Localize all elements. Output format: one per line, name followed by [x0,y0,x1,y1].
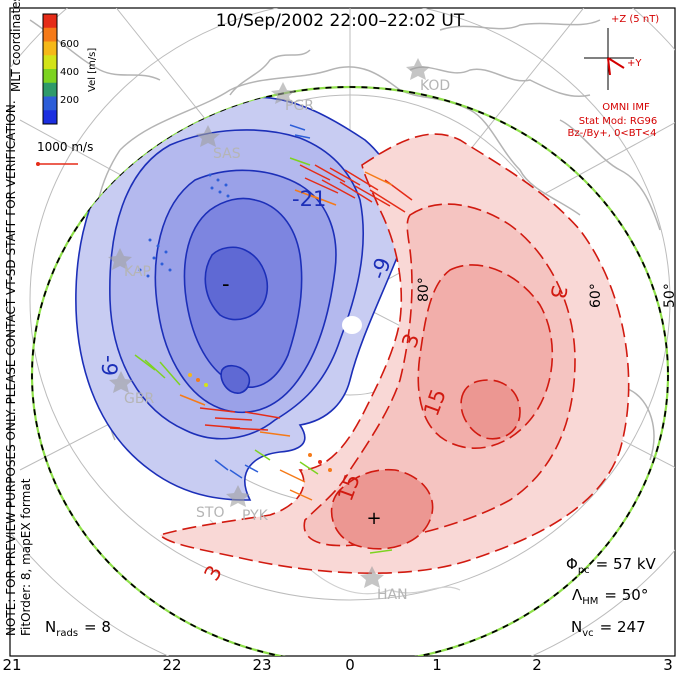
colorbar-segment [43,96,57,111]
station-pyk: PYK [242,508,269,524]
hm-boundary-dash [31,86,669,656]
contour-label-neg-21: -21 [292,187,326,211]
positive-cell [158,133,630,574]
contour-label-max: + [366,508,381,529]
vector-dots [138,173,230,278]
preview-note: NOTE: FOR PREVIEW PURPOSES ONLY. PLEASE … [4,100,18,636]
mlt-axis: 21 22 23 0 1 2 3 [2,656,672,674]
station-han: HAN [377,587,408,603]
mlt-tick-23: 23 [252,656,271,674]
station-sto: STO [196,505,224,521]
station-kod: KOD [420,78,450,94]
svg-text:Φpc= 57 kV: Φpc = 57 kV [566,555,657,576]
vector-heads [188,373,332,472]
stat-phi-value: = 57 kV [596,555,657,573]
stat-phi-symbol: Φ [566,555,578,573]
colorbar-segment [43,82,57,97]
svg-text:ΛHM= 50°: ΛHM = 50° [572,586,648,607]
colorbar-frame [42,13,58,125]
latitude-label-60: 60° [588,283,604,308]
svg-text:Nvc= 247: Nvc = 247 [571,618,646,639]
stat-lambda-sub: HM [582,596,598,607]
stat-nrads-sub: rads [56,628,78,639]
stat-phi-pc: Φpc = 57 kV [566,555,657,576]
imf-model: Stat Mod: RG96 [579,116,658,127]
velocity-scale-label: 1000 m/s [37,140,93,154]
colorbar-label: Vel [m/s] [87,48,98,92]
mlt-tick-3: 3 [663,656,673,674]
imf-z-label: +Z (5 nT) [611,14,659,25]
mlt-tick-22: 22 [162,656,181,674]
station-sas: SAS [213,146,241,162]
velocity-scale-dot [36,162,40,166]
stat-lambda-hm: ΛHM = 50° [572,586,648,607]
contour-label-pos-3-right: 3 [546,283,572,300]
contour-label-neg-9-left: -9 [97,355,121,376]
stat-nvc-value: = 247 [600,618,646,636]
colorbar-tick-600: 600 [60,39,79,50]
negative-cell [75,96,404,501]
fit-order-note: FitOrder: 8, mapEX format [19,478,33,636]
stat-lambda-symbol: Λ [572,586,583,604]
stat-nrads-symbol: N [45,618,56,636]
latitude-label-50: 50° [662,283,678,308]
colorbar-segment [43,55,57,70]
stat-n-vc: Nvc = 247 [571,618,646,639]
svg-text:Nrads= 8: Nrads = 8 [45,618,111,639]
station-gbr: GBR [124,391,154,407]
contour-label-min: - [222,272,230,296]
mlt-tick-21: 21 [2,656,21,674]
imf-condition: Bz-/By+, 0<BT<4 [567,128,656,139]
map-title: 10/Sep/2002 22:00–22:02 UT [216,11,465,31]
velocity-colorbar [42,13,58,125]
station-markers [108,58,430,588]
colorbar-segment [43,110,57,125]
mlt-tick-1: 1 [432,656,442,674]
velocity-vectors [134,124,413,554]
imf-source: OMNI IMF [602,102,650,113]
station-labels: PGR KOD SAS KAP GBR STO PYK HAN [124,78,450,603]
station-kap: KAP [124,264,151,280]
station-pgr: PGR [285,98,314,114]
stat-phi-sub: pc [578,565,590,576]
colorbar-segment [43,14,57,29]
plot-frame [9,7,676,657]
mlt-tick-0: 0 [345,656,355,674]
colorbar-segment [43,69,57,84]
colorbar-tick-200: 200 [60,95,79,106]
colorbar-tick-400: 400 [60,67,79,78]
stat-nrads-value: = 8 [84,618,111,636]
pole-gap [342,316,362,334]
stat-lambda-value: = 50° [604,586,648,604]
mlt-coordinates-label: MLT coordinates [9,0,23,92]
mlt-tick-2: 2 [532,656,542,674]
imf-clock [584,28,634,90]
latitude-label-80: 80° [416,277,432,302]
stat-n-rads: Nrads = 8 [45,618,111,639]
colorbar-segment [43,27,57,42]
stat-nvc-sub: vc [582,628,593,639]
stat-nvc-symbol: N [571,618,582,636]
colorbar-segment [43,41,57,56]
contour-label-pos-3-bottom: 3 [200,561,227,585]
imf-y-label: +Y [627,58,642,69]
